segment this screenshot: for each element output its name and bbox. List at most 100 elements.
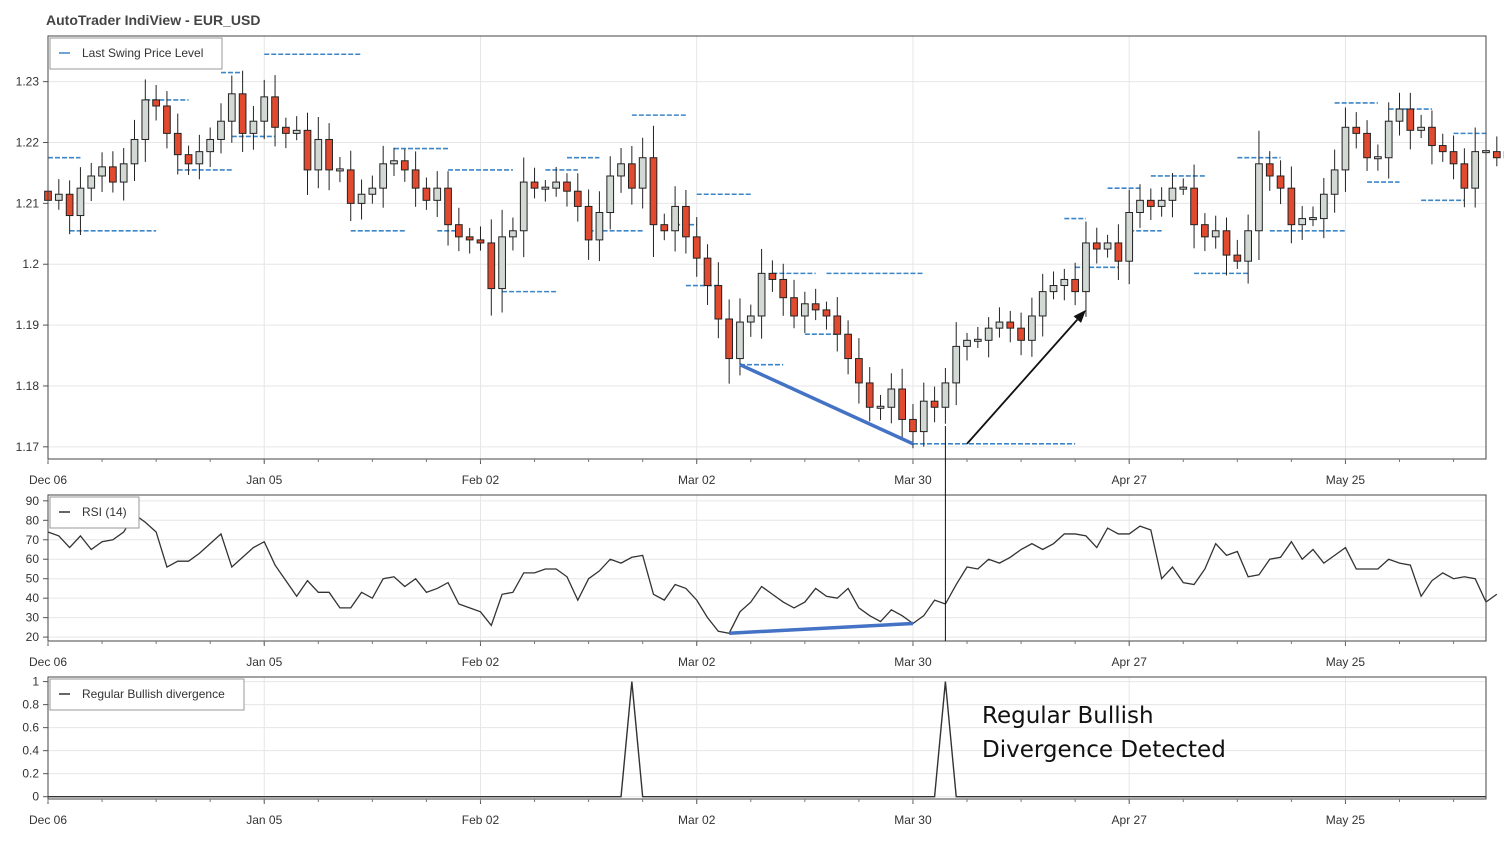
candle-body <box>1449 151 1458 165</box>
div-ytick-label: 0.8 <box>22 698 39 712</box>
candle-body <box>1341 126 1350 171</box>
candle-body <box>271 96 279 128</box>
candle-body <box>973 338 982 342</box>
candle-body <box>433 187 442 201</box>
candle-body <box>1157 199 1166 207</box>
div-ytick-label: 0.6 <box>22 721 39 735</box>
candle-body <box>119 163 128 183</box>
candle-body <box>184 154 193 165</box>
div-ytick-label: 0.2 <box>22 767 39 781</box>
candle-body <box>855 358 863 384</box>
annotation-line-1: Regular Bullish <box>982 703 1154 729</box>
candle-body <box>1406 108 1415 131</box>
rsi-ytick-label: 40 <box>26 591 40 605</box>
rsi-legend: RSI (14) <box>49 496 140 529</box>
rsi-xtick-label: Jan 05 <box>246 655 282 669</box>
candle-body <box>465 236 474 241</box>
candle-body <box>292 129 301 134</box>
rsi-xtick-label: Mar 02 <box>678 655 716 669</box>
candle-body <box>909 418 917 433</box>
candle-body <box>173 132 182 156</box>
div-xtick-label: Mar 30 <box>894 813 932 827</box>
rsi-ytick-label: 90 <box>26 494 40 508</box>
rsi-frame <box>47 494 1487 642</box>
div-xtick-label: Jan 05 <box>246 813 282 827</box>
price-ytick-label: 1.22 <box>16 136 40 150</box>
rsi-series-line <box>47 513 1498 634</box>
rsi-ytick-label: 20 <box>26 630 40 644</box>
rsi-divergence-line <box>729 621 914 635</box>
div-ytick-label: 1 <box>32 675 39 689</box>
candle-body <box>1233 254 1242 262</box>
candle-body <box>757 272 766 317</box>
price-y-axis: 1.17 1.18 1.19 1.2 1.21 1.22 1.23 <box>16 75 48 454</box>
candle-body <box>1330 169 1339 195</box>
candle-body <box>487 242 496 290</box>
divergence-legend: Regular Bullish divergence <box>49 678 245 711</box>
div-xtick-label: Apr 27 <box>1112 813 1148 827</box>
annotation-line-2: Divergence Detected <box>982 737 1226 763</box>
rsi-x-axis: Dec 06 Jan 05 Feb 02 Mar 02 Mar 30 Apr 27 May … <box>29 641 1455 669</box>
candle-body <box>65 193 74 217</box>
candle-body <box>195 151 204 165</box>
candle-body <box>995 321 1004 329</box>
candle-body <box>227 93 236 122</box>
price-frame <box>47 35 1487 460</box>
candle-body <box>887 388 896 408</box>
candle-body <box>563 181 571 192</box>
candle-body <box>1417 126 1425 131</box>
candle-body <box>390 160 398 165</box>
candle-body <box>617 163 625 177</box>
candle-body <box>1276 175 1285 189</box>
candle-body <box>249 120 258 134</box>
price-legend-box <box>49 37 223 70</box>
price-legend: Last Swing Price Level <box>49 37 223 70</box>
candle-body <box>660 224 669 232</box>
candle-body <box>865 382 874 408</box>
swing-levels <box>48 53 1486 445</box>
divergence-y-axis: 0 0.2 0.4 0.6 0.8 1 <box>22 675 48 804</box>
candle-body <box>346 169 355 204</box>
rsi-panel: 20 30 40 50 60 70 80 90 Dec 06 Jan 05 Feb 02 Mar 0… <box>26 494 1498 669</box>
candle-body <box>1071 278 1079 293</box>
candle-body <box>411 169 420 189</box>
candle-body <box>714 285 723 320</box>
price-legend-label: Last Swing Price Level <box>82 46 203 60</box>
candle-body <box>1028 315 1036 341</box>
rsi-ytick-label: 70 <box>26 533 40 547</box>
candle-body <box>876 405 885 409</box>
candle-body <box>130 138 139 165</box>
rsi-xtick-label: Dec 06 <box>29 655 67 669</box>
candle-body <box>152 99 160 107</box>
candle-body <box>703 257 712 287</box>
candle-body <box>1006 321 1015 329</box>
candle-body <box>455 224 463 238</box>
candle-body <box>1255 163 1263 232</box>
candle-body <box>552 181 561 189</box>
candle-body <box>1060 278 1069 287</box>
candle-body <box>54 193 63 201</box>
candle-body <box>725 318 734 360</box>
candle-body <box>638 157 647 189</box>
candle-body <box>141 99 150 140</box>
candle-body <box>919 400 928 433</box>
rsi-xtick-label: May 25 <box>1326 655 1366 669</box>
price-xtick-label: Mar 30 <box>894 473 932 487</box>
candle-body <box>1428 126 1436 147</box>
candle-body <box>1179 186 1188 190</box>
candle-body <box>930 400 939 408</box>
candle-body <box>1244 230 1252 262</box>
candle-body <box>811 303 820 311</box>
candle-body <box>1125 212 1134 262</box>
price-xtick-label: Jan 05 <box>246 473 282 487</box>
divergence-series-line <box>48 681 1486 798</box>
price-ytick-label: 1.17 <box>16 440 40 454</box>
candle-body <box>779 278 788 299</box>
divergence-panel: 0 0.2 0.4 0.6 0.8 1 Dec 06 Jan 05 Feb 02 Mar 02 M… <box>22 675 1487 827</box>
price-ytick-label: 1.2 <box>22 257 39 271</box>
candle-body <box>303 129 312 171</box>
candle-body <box>941 382 950 408</box>
candlesticks <box>44 70 1504 449</box>
div-xtick-label: Dec 06 <box>29 813 67 827</box>
candle-body <box>1103 242 1112 250</box>
